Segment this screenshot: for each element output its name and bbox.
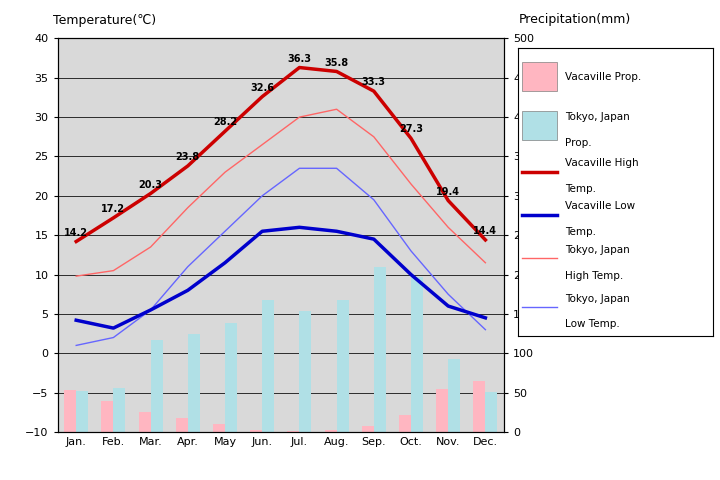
Text: Tokyo, Japan: Tokyo, Japan — [565, 245, 630, 254]
Bar — [251, 430, 262, 432]
Bar — [225, 324, 237, 432]
Bar — [325, 431, 336, 432]
Text: 23.8: 23.8 — [176, 152, 200, 162]
Text: Temp.: Temp. — [565, 184, 596, 194]
Text: Precipitation(mm): Precipitation(mm) — [518, 13, 631, 26]
Text: Prop.: Prop. — [565, 138, 592, 148]
Bar — [213, 424, 225, 432]
Text: 14.2: 14.2 — [64, 228, 88, 238]
Bar — [287, 431, 300, 432]
Bar — [485, 392, 498, 432]
Bar — [411, 277, 423, 432]
Text: Vacaville Low: Vacaville Low — [565, 202, 635, 211]
Text: 35.8: 35.8 — [325, 58, 348, 68]
Bar — [436, 389, 448, 432]
Text: Vacaville High: Vacaville High — [565, 158, 639, 168]
Bar — [474, 381, 485, 432]
Bar — [76, 391, 88, 432]
Bar — [448, 359, 460, 432]
Text: 17.2: 17.2 — [102, 204, 125, 214]
Text: Tokyo, Japan: Tokyo, Japan — [565, 112, 630, 122]
FancyBboxPatch shape — [522, 111, 557, 140]
Text: 20.3: 20.3 — [138, 180, 163, 190]
Text: 32.6: 32.6 — [250, 83, 274, 93]
Bar — [64, 390, 76, 432]
Bar — [300, 311, 311, 432]
Bar — [262, 300, 274, 432]
Text: Low Temp.: Low Temp. — [565, 320, 620, 329]
Text: Temperature(℃): Temperature(℃) — [53, 13, 156, 26]
Bar — [150, 340, 163, 432]
Bar — [102, 400, 113, 432]
Bar — [362, 426, 374, 432]
Text: Vacaville Prop.: Vacaville Prop. — [565, 72, 642, 82]
Bar — [176, 418, 188, 432]
Bar — [374, 267, 386, 432]
Text: 27.3: 27.3 — [399, 124, 423, 134]
Bar — [188, 335, 199, 432]
Bar — [336, 300, 348, 432]
Bar — [113, 388, 125, 432]
Text: 36.3: 36.3 — [287, 54, 311, 63]
Text: Temp.: Temp. — [565, 228, 596, 237]
Text: High Temp.: High Temp. — [565, 271, 624, 280]
Text: Tokyo, Japan: Tokyo, Japan — [565, 294, 630, 303]
FancyBboxPatch shape — [522, 62, 557, 91]
Text: 28.2: 28.2 — [213, 117, 237, 127]
Text: 33.3: 33.3 — [361, 77, 386, 87]
Text: 19.4: 19.4 — [436, 187, 460, 197]
Bar — [399, 415, 411, 432]
Bar — [139, 412, 150, 432]
Text: 14.4: 14.4 — [473, 226, 498, 236]
